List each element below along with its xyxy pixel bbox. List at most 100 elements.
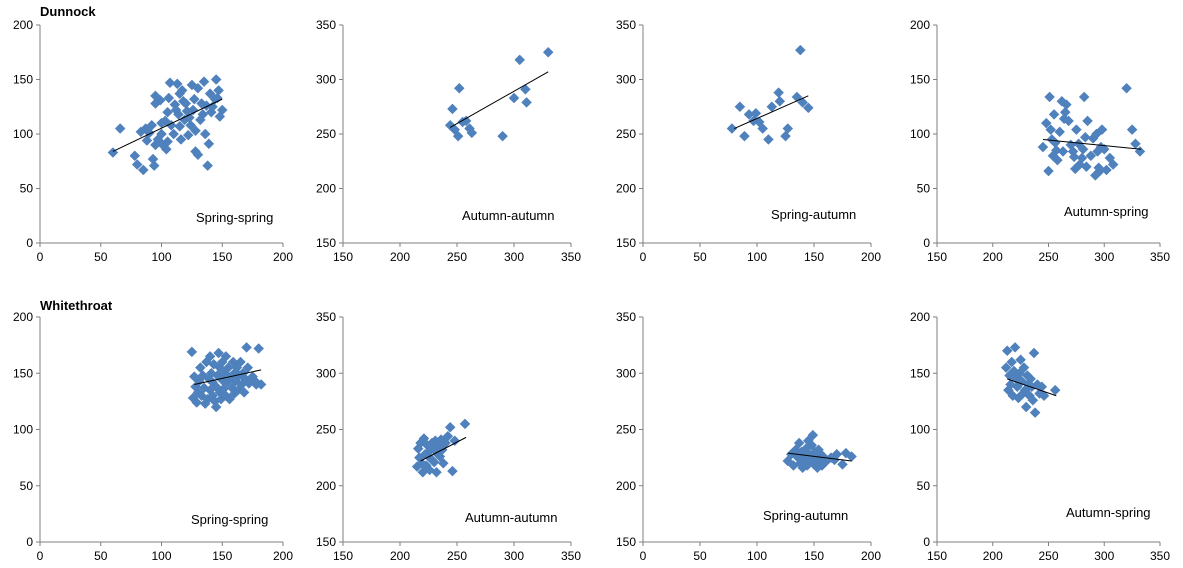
data-point [198, 76, 210, 88]
y-tick-label: 100 [13, 127, 33, 141]
y-tick-label: 200 [910, 310, 930, 324]
x-tick-label: 150 [927, 250, 947, 264]
y-tick-label: 200 [13, 310, 33, 324]
data-point [1052, 154, 1063, 166]
data-point [137, 164, 149, 176]
x-tick-label: 250 [1038, 549, 1058, 563]
data-point [1040, 117, 1052, 129]
x-tick-label: 200 [273, 549, 293, 563]
x-tick-label: 350 [561, 250, 581, 264]
x-tick-label: 200 [390, 250, 410, 264]
x-tick-label: 150 [212, 549, 232, 563]
x-tick-label: 200 [273, 250, 293, 264]
data-point [1027, 394, 1039, 406]
data-point [131, 159, 143, 170]
data-point [210, 401, 222, 413]
scatter-panel: 0 50 100 150 200 150 200 250 300 350 Autumn-spring [910, 310, 1170, 563]
data-point [213, 85, 224, 96]
data-point [146, 119, 158, 131]
x-tick-label: 0 [37, 250, 44, 264]
data-point [1029, 407, 1041, 418]
x-tick-label: 150 [804, 250, 824, 264]
y-tick-label: 150 [13, 73, 33, 87]
y-tick-label: 250 [316, 423, 336, 437]
data-point [508, 92, 520, 104]
data-point [1063, 115, 1074, 127]
data-point [1018, 362, 1030, 373]
data-point [1068, 151, 1080, 163]
x-tick-label: 300 [1094, 250, 1114, 264]
data-point [1000, 362, 1012, 373]
data-point [1006, 356, 1018, 368]
data-point [114, 123, 126, 134]
data-point [1036, 381, 1048, 393]
y-tick-label: 200 [910, 18, 930, 32]
data-point [514, 54, 526, 66]
x-tick-label: 150 [804, 549, 824, 563]
y-tick-label: 300 [316, 366, 336, 380]
y-tick-label: 300 [316, 73, 336, 87]
trend-line [1007, 378, 1057, 397]
data-point [1078, 91, 1090, 103]
data-point [191, 397, 203, 408]
y-tick-label: 300 [616, 73, 636, 87]
scatter-panel: 0 50 100 150 200 0 50 100 150 200 Spring-spring [13, 18, 293, 264]
trend-line [733, 95, 809, 130]
data-point [1082, 115, 1093, 127]
scatter-panel: 150 200 250 300 350 150 200 250 300 350 Autumn-aut… [316, 310, 581, 563]
y-tick-label: 0 [923, 535, 930, 549]
trend-line [112, 98, 223, 152]
x-tick-label: 250 [447, 549, 467, 563]
x-tick-label: 200 [390, 549, 410, 563]
panel-annotation: Spring-autumn [763, 508, 848, 523]
data-point [447, 465, 458, 477]
data-point [1126, 124, 1138, 135]
data-point [222, 362, 234, 373]
y-tick-label: 200 [13, 18, 33, 32]
y-tick-label: 200 [316, 479, 336, 493]
data-point [107, 147, 119, 158]
x-tick-label: 300 [504, 549, 524, 563]
data-point [774, 95, 786, 107]
data-point [187, 104, 199, 116]
data-point [793, 437, 805, 449]
data-point [163, 92, 175, 104]
data-point [216, 104, 228, 116]
data-point [442, 430, 454, 442]
data-point [192, 82, 204, 94]
scatter-panel: 0 50 100 150 200 150 200 250 300 350 Autumn-spring [910, 18, 1170, 264]
data-point [521, 97, 532, 108]
data-point [192, 149, 204, 161]
data-point [782, 123, 794, 134]
x-tick-label: 100 [151, 549, 171, 563]
data-point [238, 387, 250, 398]
panel-annotation: Spring-spring [191, 512, 268, 527]
y-tick-label: 150 [13, 366, 33, 380]
y-tick-label: 200 [316, 182, 336, 196]
data-point [1038, 390, 1050, 402]
data-point [1043, 165, 1054, 177]
y-tick-label: 150 [616, 535, 636, 549]
y-tick-label: 250 [616, 423, 636, 437]
trend-line [1042, 138, 1142, 150]
scatter-panel: 150 200 250 300 350 0 50 100 150 200 Spring-autumn [616, 18, 881, 264]
data-point [739, 130, 750, 142]
x-tick-label: 350 [1150, 250, 1170, 264]
x-tick-label: 50 [693, 549, 707, 563]
data-point [241, 342, 252, 353]
y-tick-label: 250 [616, 127, 636, 141]
data-point [1050, 144, 1062, 156]
data-point [449, 435, 461, 447]
y-tick-label: 0 [26, 535, 33, 549]
data-point [154, 94, 166, 106]
data-point [1037, 141, 1049, 153]
x-tick-label: 150 [333, 549, 353, 563]
data-point [542, 46, 554, 58]
data-point [520, 83, 531, 95]
data-point [1101, 164, 1112, 176]
x-tick-label: 50 [693, 250, 707, 264]
data-point [1057, 146, 1069, 157]
data-point [162, 136, 173, 147]
data-point [199, 128, 211, 140]
panel-annotation: Autumn-spring [1064, 204, 1149, 219]
